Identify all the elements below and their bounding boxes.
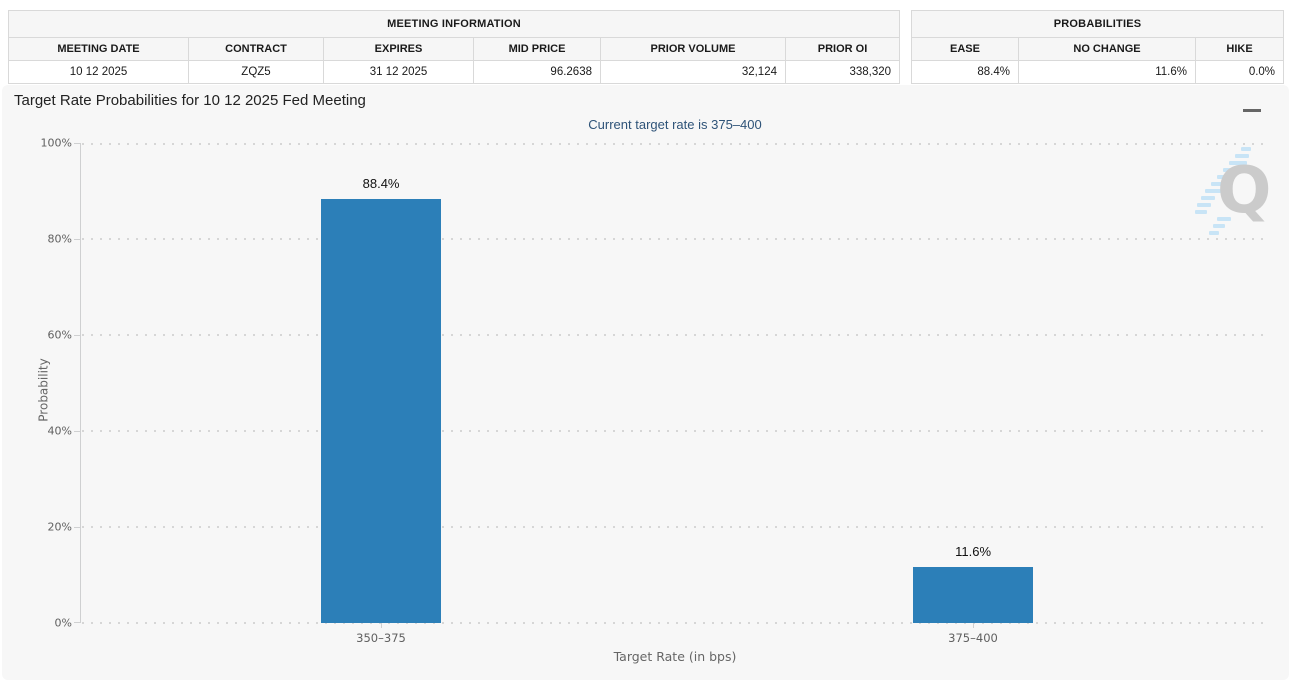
- chart-title: Target Rate Probabilities for 10 12 2025…: [14, 92, 366, 109]
- ease-probability-value: 88.4%: [911, 60, 1019, 84]
- expires-value: 31 12 2025: [323, 60, 474, 84]
- x-tick-label-350-375: 350–375: [356, 631, 406, 645]
- gridline-80: [82, 238, 1270, 240]
- col-header-contract: CONTRACT: [188, 37, 324, 61]
- bar-375-400[interactable]: [913, 567, 1034, 623]
- prior-oi-value: 338,320: [784, 60, 901, 84]
- col-header-no-change: NO CHANGE: [1018, 37, 1196, 61]
- gridline-100: [82, 143, 1270, 145]
- y-tick-60: 60%: [47, 328, 72, 342]
- col-header-meeting-date: MEETING DATE: [8, 37, 189, 61]
- y-axis-title: Probability: [36, 358, 51, 422]
- col-header-expires: EXPIRES: [323, 37, 474, 61]
- target-rate-chart-panel: Target Rate Probabilities for 10 12 2025…: [2, 85, 1289, 680]
- prior-volume-value: 32,124: [600, 60, 786, 84]
- plot-area: 88.4% 11.6%: [74, 143, 1270, 628]
- gridline-60: [82, 334, 1270, 336]
- y-tick-0: 0%: [54, 616, 72, 630]
- col-header-hike: HIKE: [1194, 37, 1285, 61]
- col-header-ease: EASE: [911, 37, 1019, 61]
- contract-value: ZQZ5: [188, 60, 324, 84]
- meeting-information-table: MEETING INFORMATION MEETING DATE CONTRAC…: [7, 10, 901, 84]
- hike-probability-value: 0.0%: [1194, 60, 1285, 84]
- gridline-0: [82, 622, 1270, 624]
- probabilities-title: PROBABILITIES: [910, 10, 1285, 38]
- bar-value-label-375-400: 11.6%: [955, 544, 992, 559]
- gridline-40: [82, 430, 1270, 432]
- y-tick-40: 40%: [47, 424, 72, 438]
- y-tick-20: 20%: [47, 520, 72, 534]
- col-header-mid-price: MID PRICE: [473, 37, 601, 61]
- mid-price-value: 96.2638: [473, 60, 601, 84]
- y-axis-line: [80, 143, 81, 623]
- y-tick-100: 100%: [40, 136, 72, 150]
- hamburger-bar: [1243, 109, 1261, 112]
- probabilities-table: PROBABILITIES EASE NO CHANGE HIKE 88.4% …: [910, 10, 1285, 84]
- x-tickmark-375-400: [973, 623, 975, 628]
- chart-subtitle: Current target rate is 375–400: [588, 117, 762, 132]
- quikstrike-watermark-logo: Q: [1195, 147, 1273, 239]
- x-tick-label-375-400: 375–400: [948, 631, 998, 645]
- meeting-information-title: MEETING INFORMATION: [7, 10, 901, 38]
- col-header-prior-volume: PRIOR VOLUME: [600, 37, 786, 61]
- gridline-20: [82, 526, 1270, 528]
- bar-350-375[interactable]: [321, 199, 442, 623]
- y-tick-80: 80%: [47, 232, 72, 246]
- x-axis-title: Target Rate (in bps): [613, 649, 737, 664]
- x-tickmark-350-375: [381, 623, 383, 628]
- watermark-q-letter: Q: [1217, 154, 1272, 228]
- chart-context-menu-icon[interactable]: [1243, 97, 1270, 112]
- bar-value-label-350-375: 88.4%: [362, 176, 400, 191]
- col-header-prior-oi: PRIOR OI: [784, 37, 901, 61]
- no-change-probability-value: 11.6%: [1018, 60, 1196, 84]
- meeting-date-value: 10 12 2025: [8, 60, 189, 84]
